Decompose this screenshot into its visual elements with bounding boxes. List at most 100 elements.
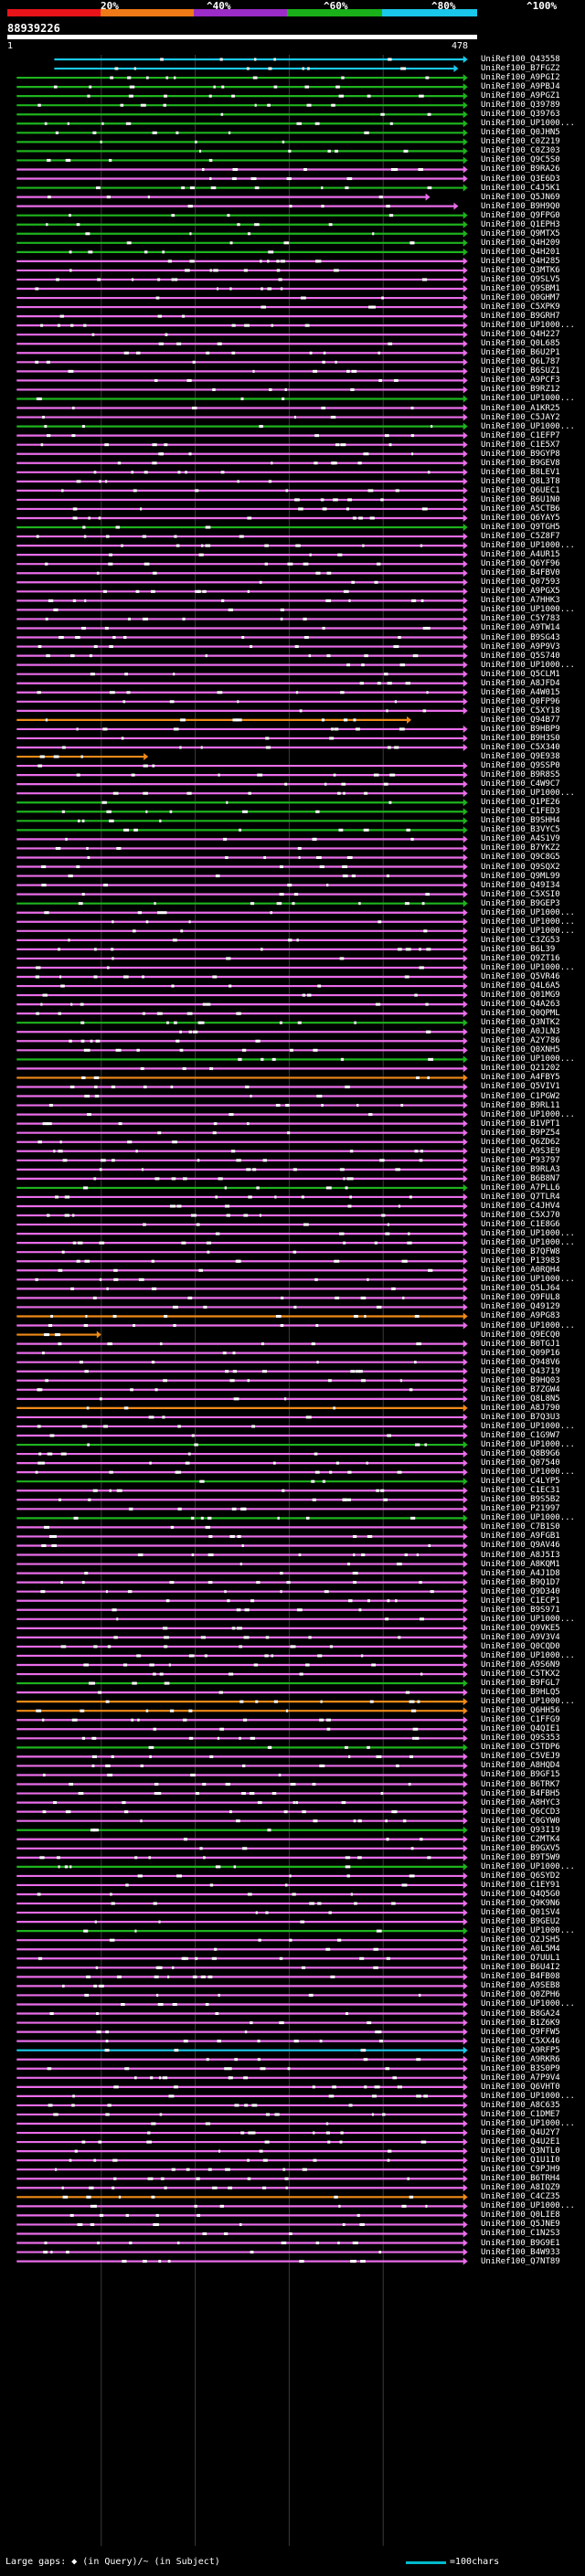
hit-label[interactable]: UniRef100_C1FED3 [481,807,560,817]
hit-label[interactable]: UniRef100_UP1000... [481,1275,575,1285]
hit-label[interactable]: UniRef100_UP1000... [481,2201,575,2211]
hit-label[interactable]: UniRef100_Q9C5S0 [481,155,560,165]
hit-label[interactable]: UniRef100_C1E5X7 [481,440,560,450]
hit-label[interactable]: UniRef100_UP1000... [481,2119,575,2128]
hit-label[interactable]: UniRef100_C1FFG9 [481,1715,560,1725]
hit-label[interactable]: UniRef100_UP1000... [481,1697,575,1707]
hit-label[interactable]: UniRef100_Q6CCD3 [481,1807,560,1817]
hit-label[interactable]: UniRef100_B9S971 [481,1605,560,1615]
hit-label[interactable]: UniRef100_UP1000... [481,789,575,799]
hit-label[interactable]: UniRef100_C4JHV4 [481,1202,560,1211]
hit-label[interactable]: UniRef100_Q6UEC1 [481,485,560,495]
hit-label[interactable]: UniRef100_UP1000... [481,605,575,615]
hit-label[interactable]: UniRef100_Q9K9N6 [481,1899,560,1909]
hit-label[interactable]: UniRef100_C5XX46 [481,2036,560,2046]
hit-label[interactable]: UniRef100_B3VYC5 [481,825,560,835]
hit-label[interactable]: UniRef100_P93797 [481,1155,560,1165]
hit-label[interactable]: UniRef100_Q6HH56 [481,1706,560,1716]
hit-label[interactable]: UniRef100_B9SHH4 [481,816,560,826]
hit-label[interactable]: UniRef100_Q5S740 [481,651,560,661]
hit-label[interactable]: UniRef100_A2Y786 [481,1036,560,1046]
hit-label[interactable]: UniRef100_C4CZ35 [481,2192,560,2202]
hit-label[interactable]: UniRef100_Q9E938 [481,752,560,762]
hit-label[interactable]: UniRef100_B1VPT1 [481,1118,560,1129]
hit-label[interactable]: UniRef100_B6U4I2 [481,1963,560,1973]
hit-label[interactable]: UniRef100_B6TRK7 [481,1779,560,1789]
hit-label[interactable]: UniRef100_Q0GHM7 [481,293,560,303]
hit-label[interactable]: UniRef100_A4UR15 [481,550,560,560]
hit-label[interactable]: UniRef100_A9PG83 [481,1311,560,1321]
hit-label[interactable]: UniRef100_A0RQH4 [481,1266,560,1276]
hit-label[interactable]: UniRef100_B1Z6K9 [481,2018,560,2028]
hit-label[interactable]: UniRef100_A8J5I3 [481,1550,560,1560]
hit-label[interactable]: UniRef100_Q49I34 [481,880,560,890]
hit-label[interactable]: UniRef100_A0JLN3 [481,1027,560,1037]
hit-label[interactable]: UniRef100_A8HYC3 [481,1797,560,1807]
hit-label[interactable]: UniRef100_A7P9V4 [481,2072,560,2083]
hit-label[interactable]: UniRef100_B4W933 [481,2247,560,2257]
hit-label[interactable]: UniRef100_B9GYP8 [481,449,560,459]
hit-label[interactable]: UniRef100_A8HQD4 [481,1761,560,1771]
hit-label[interactable]: UniRef100_B9HLQ5 [481,1688,560,1698]
hit-label[interactable]: UniRef100_Q1EPH3 [481,219,560,229]
hit-label[interactable]: UniRef100_Q9ECQ0 [481,1330,560,1340]
hit-label[interactable]: UniRef100_C1ECP1 [481,1595,560,1606]
hit-label[interactable]: UniRef100_B4FBV0 [481,568,560,578]
hit-label[interactable]: UniRef100_UP1000... [481,1999,575,2009]
hit-label[interactable]: UniRef100_UP1000... [481,907,575,917]
hit-label[interactable]: UniRef100_A1KR25 [481,403,560,413]
hit-label[interactable]: UniRef100_A9PGX5 [481,587,560,597]
hit-label[interactable]: UniRef100_Q39763 [481,110,560,120]
hit-label[interactable]: UniRef100_Q8L3T8 [481,476,560,486]
hit-label[interactable]: UniRef100_Q9FPG0 [481,210,560,220]
hit-label[interactable]: UniRef100_C1PGW2 [481,1091,560,1101]
hit-label[interactable]: UniRef100_Q3NTK2 [481,1018,560,1028]
hit-label[interactable]: UniRef100_Q0FP96 [481,696,560,706]
hit-label[interactable]: UniRef100_Q9C8G5 [481,853,560,863]
hit-label[interactable]: UniRef100_B4FBH5 [481,1788,560,1798]
hit-label[interactable]: UniRef100_B9GRH7 [481,312,560,322]
hit-label[interactable]: UniRef100_Q9ZT16 [481,953,560,963]
hit-label[interactable]: UniRef100_Q0CQD0 [481,1641,560,1651]
hit-label[interactable]: UniRef100_Q1U1I0 [481,2156,560,2166]
hit-label[interactable]: UniRef100_Q6YF96 [481,559,560,569]
hit-label[interactable]: UniRef100_Q7NT89 [481,2256,560,2266]
hit-label[interactable]: UniRef100_A9RKR6 [481,2054,560,2064]
hit-label[interactable]: UniRef100_C0Z303 [481,146,560,156]
hit-label[interactable]: UniRef100_C1N2S3 [481,2229,560,2239]
hit-label[interactable]: UniRef100_UP1000... [481,1468,575,1478]
hit-label[interactable]: UniRef100_A4W015 [481,687,560,697]
hit-label[interactable]: UniRef100_A9SEB8 [481,1981,560,1991]
hit-label[interactable]: UniRef100_A8JFD4 [481,678,560,688]
hit-label[interactable]: UniRef100_Q4U2E1 [481,2137,560,2147]
hit-label[interactable]: UniRef100_Q9SBM1 [481,284,560,293]
hit-label[interactable]: UniRef100_Q9SSP0 [481,761,560,771]
hit-label[interactable]: UniRef100_B6TRH4 [481,2174,560,2184]
hit-label[interactable]: UniRef100_Q4U2Y7 [481,2128,560,2138]
hit-label[interactable]: UniRef100_Q4QIE1 [481,1724,560,1734]
hit-label[interactable]: UniRef100_A9PCF3 [481,376,560,386]
hit-label[interactable]: UniRef100_B9GF15 [481,1770,560,1780]
hit-label[interactable]: UniRef100_C1EC31 [481,1486,560,1496]
hit-label[interactable]: UniRef100_C4J5K1 [481,183,560,193]
hit-label[interactable]: UniRef100_B8LEV1 [481,467,560,477]
hit-label[interactable]: UniRef100_B9HBP9 [481,724,560,734]
hit-label[interactable]: UniRef100_UP1000... [481,1650,575,1660]
hit-label[interactable]: UniRef100_Q0LIE8 [481,2210,560,2221]
hit-label[interactable]: UniRef100_A9PGI2 [481,73,560,83]
hit-label[interactable]: UniRef100_B6L39 [481,944,556,954]
hit-label[interactable]: UniRef100_Q09P16 [481,1348,560,1358]
hit-label[interactable]: UniRef100_B7FGZ2 [481,64,560,74]
hit-label[interactable]: UniRef100_B9H3S0 [481,733,560,743]
hit-label[interactable]: UniRef100_B7QFW8 [481,1247,560,1257]
hit-label[interactable]: UniRef100_Q07540 [481,1458,560,1468]
hit-label[interactable]: UniRef100_Q0ZPH6 [481,1990,560,2000]
hit-label[interactable]: UniRef100_C1DME7 [481,2109,560,2119]
hit-label[interactable]: UniRef100_C5TKX2 [481,1670,560,1680]
hit-label[interactable]: UniRef100_C0Z219 [481,137,560,147]
hit-label[interactable]: UniRef100_A9P9V3 [481,641,560,652]
hit-label[interactable]: UniRef100_Q9FUL8 [481,1293,560,1303]
hit-label[interactable]: UniRef100_Q5CLM1 [481,669,560,679]
hit-label[interactable]: UniRef100_C5XJ70 [481,1211,560,1221]
hit-label[interactable]: UniRef100_Q4Q5G0 [481,1890,560,1899]
